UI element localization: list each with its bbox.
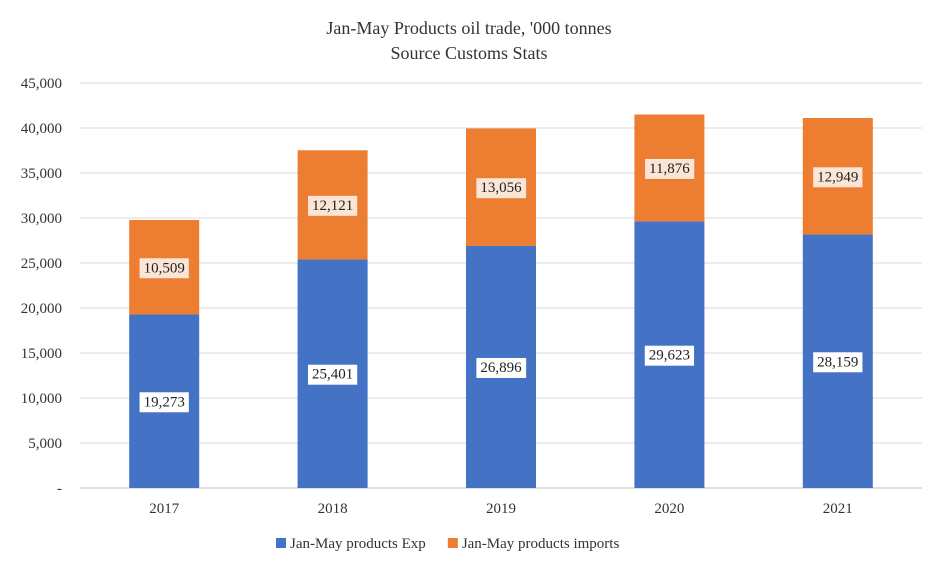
y-tick-label: 35,000: [21, 166, 62, 182]
legend-item: Jan-May products Exp: [276, 536, 426, 552]
data-label: 19,273: [139, 392, 189, 413]
data-label-text: 26,896: [480, 360, 522, 376]
x-axis-ticks: 2017 2018 2019 2020 2021: [149, 501, 853, 517]
legend-label: Jan-May products imports: [462, 536, 620, 552]
data-label-box: [307, 195, 358, 216]
y-tick-label: 20,000: [21, 301, 62, 317]
data-label-box: [644, 345, 695, 366]
x-tick-label: 2020: [654, 501, 684, 517]
y-tick-label: 40,000: [21, 121, 62, 137]
data-label-text: 10,509: [144, 260, 185, 276]
data-label-box: [645, 158, 695, 179]
legend-swatch: [276, 538, 286, 548]
chart-subtitle: Source Customs Stats: [390, 43, 547, 63]
data-label-text: 11,876: [649, 161, 690, 177]
data-label: 29,623: [644, 345, 695, 366]
y-tick-label: 15,000: [21, 346, 62, 362]
data-label-text: 12,121: [312, 198, 353, 214]
data-label: 13,056: [476, 178, 527, 199]
data-label: 11,876: [645, 158, 695, 179]
legend-item: Jan-May products imports: [447, 536, 620, 552]
data-label-box: [813, 167, 863, 188]
y-tick-label: 5,000: [28, 436, 62, 452]
y-tick-label: 30,000: [21, 211, 62, 227]
data-label-box: [476, 178, 527, 199]
data-label: 26,896: [476, 357, 527, 378]
data-label-text: 12,949: [817, 169, 858, 185]
x-tick-label: 2018: [318, 501, 348, 517]
x-tick-label: 2017: [149, 501, 180, 517]
legend-swatch: [447, 538, 458, 548]
data-label: 28,159: [813, 352, 863, 373]
bars: [129, 114, 873, 488]
data-label-box: [139, 258, 189, 279]
chart-title: Jan-May Products oil trade, '000 tonnes: [326, 18, 611, 38]
y-tick-label: -: [57, 481, 62, 497]
data-label-box: [813, 352, 863, 373]
data-label-text: 29,623: [649, 348, 690, 364]
data-label-text: 28,159: [817, 354, 858, 370]
data-label-text: 25,401: [312, 367, 353, 383]
data-label-text: 13,056: [480, 180, 522, 196]
y-tick-label: 25,000: [21, 256, 62, 272]
data-label: 25,401: [307, 364, 358, 385]
data-label: 12,121: [307, 195, 358, 216]
data-labels: 19,273 10,509 25,401 12,121 26,896 13,056 29,6…: [139, 158, 863, 413]
x-tick-label: 2021: [823, 501, 853, 517]
data-label-box: [307, 364, 358, 385]
data-label-text: 19,273: [144, 394, 185, 410]
y-tick-label: 10,000: [21, 391, 62, 407]
data-label-box: [476, 357, 527, 378]
legend: Jan-May products Exp Jan-May products imp…: [276, 536, 619, 552]
x-tick-label: 2019: [486, 501, 516, 517]
y-axis-ticks: - 5,000 10,000 15,000 20,000 25,000 30,000 35,0…: [21, 76, 62, 497]
legend-label: Jan-May products Exp: [290, 536, 426, 552]
data-label-box: [139, 392, 189, 413]
y-tick-label: 45,000: [21, 76, 62, 92]
data-label: 10,509: [139, 258, 189, 279]
data-label: 12,949: [813, 167, 863, 188]
